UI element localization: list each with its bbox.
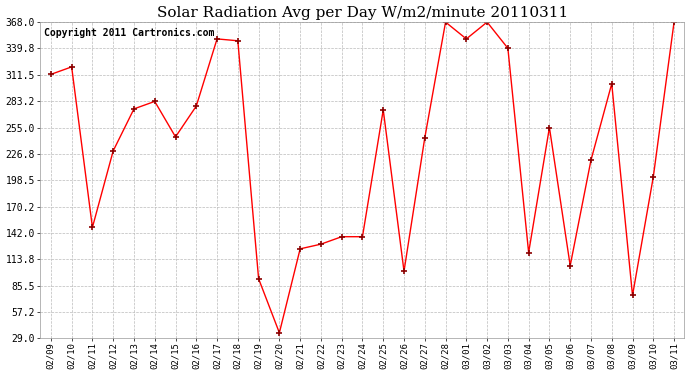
Text: Copyright 2011 Cartronics.com: Copyright 2011 Cartronics.com <box>43 28 214 39</box>
Title: Solar Radiation Avg per Day W/m2/minute 20110311: Solar Radiation Avg per Day W/m2/minute … <box>157 6 568 20</box>
